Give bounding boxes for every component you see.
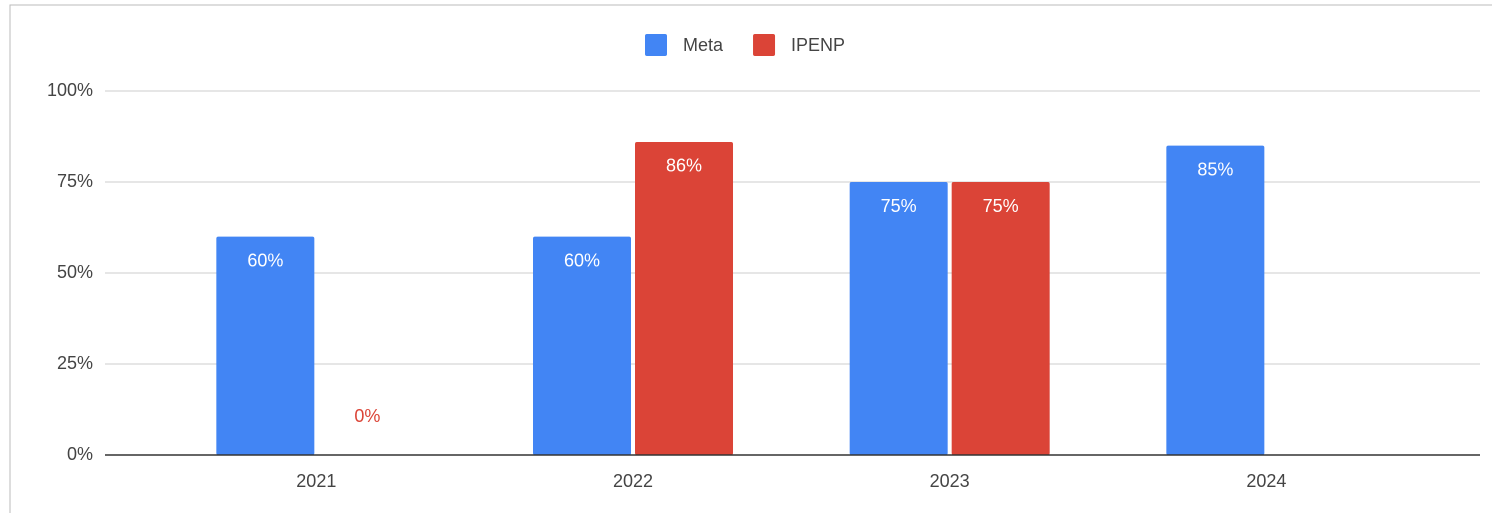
bar [1166, 145, 1265, 455]
data-label: 60% [564, 250, 600, 270]
frame [9, 4, 1492, 513]
data-label: 75% [983, 196, 1019, 216]
x-tick-label: 2023 [930, 471, 970, 491]
data-label: 60% [247, 250, 283, 270]
y-tick-label: 25% [57, 353, 93, 373]
data-label: 86% [666, 156, 702, 176]
data-label: 75% [881, 196, 917, 216]
x-tick-label: 2024 [1246, 471, 1286, 491]
y-tick-label: 0% [67, 444, 93, 464]
data-label: 85% [1197, 159, 1233, 179]
bar [849, 182, 948, 455]
legend-label: IPENP [791, 35, 845, 55]
legend-swatch [753, 34, 776, 56]
y-tick-label: 100% [47, 80, 93, 100]
bar [533, 236, 632, 455]
legend-label: Meta [683, 35, 724, 55]
bar [951, 182, 1050, 455]
y-tick-label: 50% [57, 262, 93, 282]
x-tick-label: 2021 [296, 471, 336, 491]
data-label: 0% [354, 406, 380, 426]
x-tick-label: 2022 [613, 471, 653, 491]
y-tick-label: 75% [57, 171, 93, 191]
bar [635, 141, 734, 455]
bar [216, 236, 315, 455]
legend-swatch [645, 34, 667, 56]
